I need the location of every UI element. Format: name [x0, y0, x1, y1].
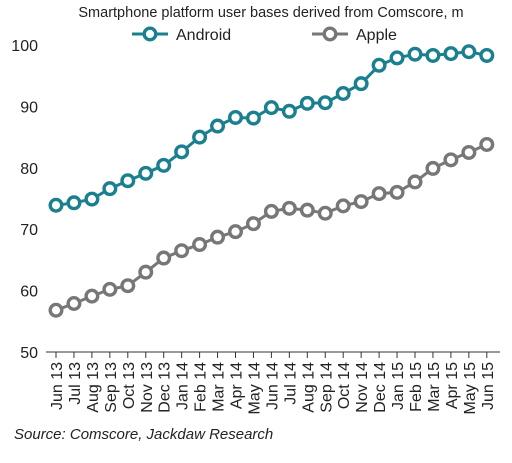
x-tick-label: Feb 15: [408, 362, 425, 412]
x-tick-label: Jul 14: [282, 362, 299, 405]
data-point-android: [156, 157, 172, 173]
data-point-apple: [443, 152, 459, 168]
x-tick-label: May 15: [462, 362, 479, 415]
y-tick-label: 80: [20, 161, 38, 178]
data-point-android: [461, 44, 477, 60]
series-apple: [48, 136, 495, 318]
data-point-apple: [281, 200, 297, 216]
data-point-android: [479, 47, 495, 63]
data-point-android: [120, 173, 136, 189]
y-tick-label: 90: [20, 99, 38, 116]
x-tick-label: Aug 13: [85, 362, 102, 413]
data-point-android: [66, 195, 82, 211]
data-point-android: [389, 50, 405, 66]
x-tick-label: Jul 13: [67, 362, 84, 405]
x-tick-label: Nov 13: [139, 362, 156, 413]
data-point-android: [192, 129, 208, 145]
data-point-apple: [425, 160, 441, 176]
x-tick-label: Dec 13: [157, 362, 174, 413]
chart-title: Smartphone platform user bases derived f…: [78, 5, 463, 21]
legend-label-android: Android: [176, 27, 231, 44]
data-point-android: [84, 191, 100, 207]
x-tick-label: Mar 15: [426, 362, 443, 412]
data-point-apple: [174, 243, 190, 259]
data-point-apple: [245, 216, 261, 232]
data-point-apple: [317, 205, 333, 221]
data-point-android: [102, 181, 118, 197]
legend-item-apple: Apple: [312, 26, 397, 44]
data-point-android: [407, 46, 423, 62]
data-point-android: [138, 165, 154, 181]
data-point-apple: [84, 288, 100, 304]
legend-marker-android: [142, 26, 158, 42]
series-layer: [48, 44, 495, 318]
data-point-android: [281, 103, 297, 119]
x-tick-label: Apr 14: [229, 362, 246, 409]
data-point-android: [245, 110, 261, 126]
data-point-apple: [407, 174, 423, 190]
x-tick-label: Aug 14: [300, 362, 317, 413]
x-tick-label: Feb 14: [193, 362, 210, 412]
x-tick-label: May 14: [246, 362, 263, 415]
data-point-apple: [138, 264, 154, 280]
data-point-apple: [335, 198, 351, 214]
data-point-android: [317, 95, 333, 111]
data-point-android: [353, 76, 369, 92]
y-tick-label: 50: [20, 345, 38, 362]
data-point-apple: [48, 302, 64, 318]
y-tick-label: 60: [20, 284, 38, 301]
data-point-android: [299, 95, 315, 111]
x-tick-label: Jan 14: [175, 362, 192, 410]
data-point-apple: [479, 136, 495, 152]
data-point-android: [425, 47, 441, 63]
x-tick-label: Sep 13: [103, 362, 120, 413]
x-tick-label: Jun 14: [264, 362, 281, 410]
y-tick-label: 70: [20, 222, 38, 239]
data-point-apple: [66, 295, 82, 311]
data-point-android: [371, 57, 387, 73]
data-point-android: [227, 109, 243, 125]
x-tick-label: Apr 15: [444, 362, 461, 409]
x-tick-label: Jun 13: [49, 362, 66, 410]
data-point-apple: [371, 186, 387, 202]
data-point-android: [263, 100, 279, 116]
data-point-apple: [156, 250, 172, 266]
source-note: Source: Comscore, Jackdaw Research: [14, 426, 274, 443]
data-point-apple: [192, 237, 208, 253]
x-tick-label: Nov 14: [354, 362, 371, 413]
data-point-apple: [353, 194, 369, 210]
legend-marker-apple: [322, 26, 338, 42]
data-point-apple: [210, 229, 226, 245]
data-point-apple: [299, 202, 315, 218]
y-tick-label: 100: [11, 38, 38, 55]
x-tick-label: Dec 14: [372, 362, 389, 413]
data-point-apple: [461, 144, 477, 160]
x-tick-label: Sep 14: [318, 362, 335, 413]
legend: Android Apple: [132, 26, 397, 44]
data-point-apple: [389, 184, 405, 200]
data-point-android: [174, 144, 190, 160]
x-tick-label: Oct 13: [121, 362, 138, 409]
x-tick-label: Jun 15: [480, 362, 497, 410]
data-point-apple: [102, 281, 118, 297]
x-tick-label: Mar 14: [211, 362, 228, 412]
data-point-apple: [263, 203, 279, 219]
data-point-android: [443, 46, 459, 62]
series-android: [48, 44, 495, 213]
data-point-android: [210, 118, 226, 134]
legend-label-apple: Apple: [356, 27, 397, 44]
legend-item-android: Android: [132, 26, 231, 44]
data-point-apple: [120, 278, 136, 294]
data-point-android: [48, 197, 64, 213]
x-tick-label: Jan 15: [390, 362, 407, 410]
x-tick-label: Oct 14: [336, 362, 353, 409]
data-point-apple: [227, 224, 243, 240]
data-point-android: [335, 86, 351, 102]
